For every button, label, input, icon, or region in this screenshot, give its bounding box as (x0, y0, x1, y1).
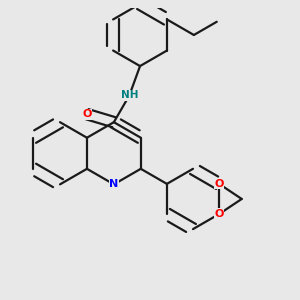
Text: NH: NH (121, 90, 138, 100)
Text: O: O (82, 109, 92, 119)
Text: N: N (109, 179, 119, 189)
Text: O: O (214, 179, 224, 189)
Text: O: O (214, 209, 224, 219)
